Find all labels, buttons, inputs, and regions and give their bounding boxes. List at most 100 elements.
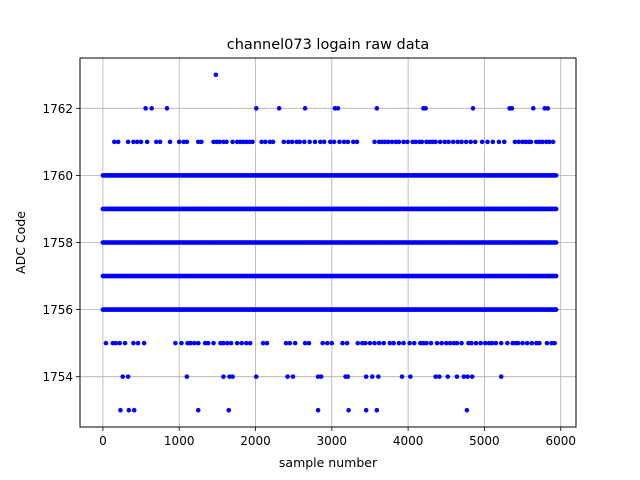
data-point: [498, 340, 504, 346]
data-point: [530, 106, 536, 111]
data-point: [446, 139, 451, 145]
x-tick-label: 1000: [164, 434, 195, 448]
data-point: [321, 139, 327, 145]
data-point: [367, 340, 373, 346]
y-tick-label: 1758: [42, 236, 73, 250]
data-point: [437, 374, 442, 379]
data-point: [454, 340, 460, 346]
data-point: [381, 340, 387, 346]
x-axis: 0 1000 2000 3000 4000 5000 6000: [99, 427, 576, 448]
data-point: [103, 340, 109, 346]
data-point: [405, 139, 410, 145]
data-point: [244, 340, 249, 346]
data-point: [401, 139, 406, 145]
data-point: [391, 340, 396, 346]
data-point: [443, 340, 449, 346]
data-point: [315, 407, 321, 413]
data-point: [464, 407, 470, 413]
data-point: [413, 139, 419, 145]
x-tick-label: 0: [99, 434, 107, 448]
data-point: [263, 139, 268, 145]
data-point: [423, 106, 428, 111]
data-point: [463, 139, 469, 145]
data-point: [259, 139, 264, 145]
data-point: [234, 340, 240, 346]
data-point: [302, 106, 308, 111]
data-point: [318, 374, 324, 379]
data-point: [372, 139, 377, 145]
data-point: [195, 407, 201, 413]
data-point: [545, 106, 551, 111]
series-level-1761: [112, 139, 556, 145]
data-point: [302, 139, 307, 145]
x-tick-label: 4000: [393, 434, 424, 448]
data-point: [540, 139, 545, 145]
data-point: [468, 139, 473, 145]
data-point: [157, 139, 163, 145]
data-point: [472, 139, 478, 145]
data-point: [450, 139, 456, 145]
data-point: [276, 106, 282, 111]
data-point: [363, 407, 369, 413]
series-level-1757: [100, 273, 559, 279]
data-point: [470, 106, 476, 111]
data-point: [553, 206, 559, 212]
data-point: [115, 139, 121, 145]
series-level-1760: [100, 173, 559, 178]
data-point: [199, 139, 204, 145]
data-point: [131, 340, 136, 346]
data-point: [164, 106, 170, 111]
data-point: [195, 340, 201, 346]
data-point: [335, 106, 341, 111]
data-point: [324, 340, 330, 346]
data-point: [505, 340, 510, 346]
data-point: [270, 139, 276, 145]
data-point: [122, 340, 128, 346]
data-point: [439, 340, 444, 346]
data-point: [286, 139, 291, 145]
data-point: [125, 139, 131, 145]
data-point: [544, 340, 550, 346]
data-point: [285, 374, 290, 379]
data-point: [445, 374, 451, 379]
data-point: [184, 139, 190, 145]
data-point: [433, 139, 438, 145]
data-point: [454, 374, 460, 379]
data-point: [372, 340, 377, 346]
data-point: [126, 407, 132, 413]
data-point: [490, 139, 496, 145]
data-points: [100, 72, 559, 413]
data-point: [224, 139, 229, 145]
data-point: [253, 106, 259, 111]
data-point: [131, 139, 136, 145]
y-tick-label: 1756: [42, 303, 73, 317]
series-level-1754: [120, 374, 504, 379]
data-point: [287, 340, 293, 346]
data-point: [179, 340, 184, 346]
series-level-1762: [143, 106, 551, 111]
data-point: [411, 340, 417, 346]
data-point: [489, 340, 495, 346]
y-tick-label: 1754: [42, 370, 73, 384]
x-tick-label: 6000: [545, 434, 576, 448]
data-point: [363, 374, 369, 379]
data-point: [340, 340, 345, 346]
series-level-1763: [213, 72, 219, 78]
data-point: [350, 139, 356, 145]
data-point: [144, 139, 150, 145]
data-point: [264, 340, 270, 346]
data-point: [318, 139, 323, 145]
data-point: [552, 340, 557, 346]
data-point: [482, 340, 488, 346]
data-point: [424, 340, 429, 346]
data-point: [346, 407, 351, 413]
data-point: [434, 340, 440, 346]
series-level-1753: [118, 407, 470, 413]
data-point: [478, 340, 483, 346]
data-point: [230, 139, 235, 145]
data-point: [447, 340, 453, 346]
data-point: [550, 139, 556, 145]
data-point: [419, 139, 425, 145]
data-point: [401, 340, 406, 346]
